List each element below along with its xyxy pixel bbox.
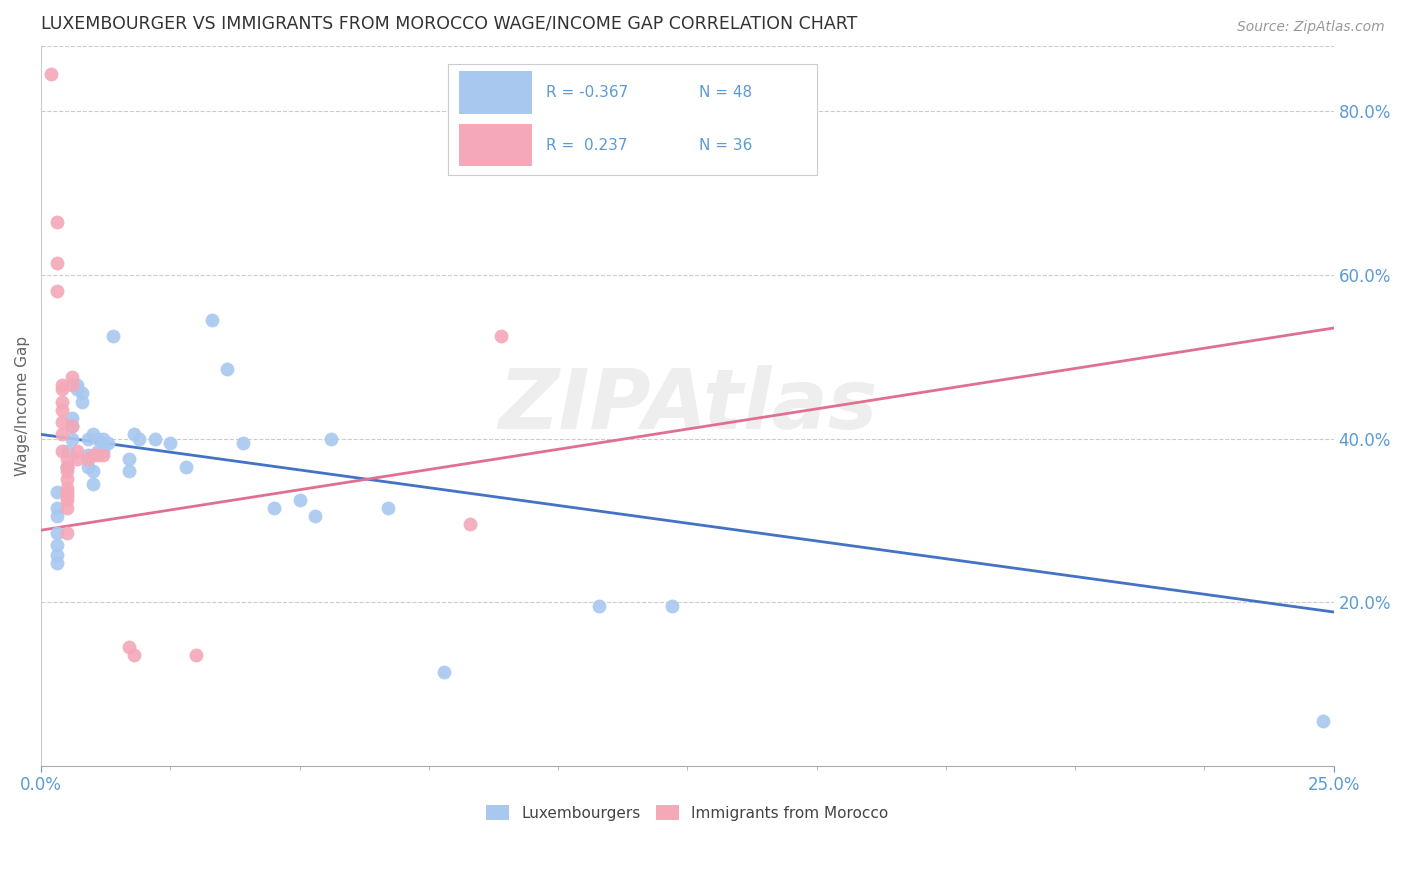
Point bbox=[143, 432, 166, 446]
Point bbox=[45, 509, 67, 524]
Point bbox=[56, 460, 79, 475]
Point bbox=[45, 284, 67, 298]
Text: LUXEMBOURGER VS IMMIGRANTS FROM MOROCCO WAGE/INCOME GAP CORRELATION CHART: LUXEMBOURGER VS IMMIGRANTS FROM MOROCCO … bbox=[41, 15, 858, 33]
Point bbox=[159, 435, 181, 450]
Point bbox=[377, 501, 399, 516]
Point bbox=[56, 452, 79, 467]
Point bbox=[56, 481, 79, 495]
Point bbox=[45, 214, 67, 228]
Point bbox=[45, 538, 67, 552]
Point bbox=[45, 484, 67, 499]
Point bbox=[232, 435, 254, 450]
Point bbox=[76, 432, 98, 446]
Point bbox=[118, 464, 141, 478]
Point bbox=[56, 464, 79, 478]
Point bbox=[288, 492, 311, 507]
Point bbox=[51, 443, 73, 458]
Text: Source: ZipAtlas.com: Source: ZipAtlas.com bbox=[1237, 20, 1385, 34]
Point bbox=[433, 665, 456, 679]
Point bbox=[45, 556, 67, 570]
Point bbox=[82, 476, 104, 491]
Point bbox=[118, 640, 141, 655]
Point bbox=[51, 394, 73, 409]
Point bbox=[60, 419, 83, 434]
Point bbox=[87, 432, 110, 446]
Point bbox=[91, 448, 114, 462]
Point bbox=[122, 648, 145, 663]
Point bbox=[56, 443, 79, 458]
Point bbox=[1312, 714, 1334, 728]
Point bbox=[91, 443, 114, 458]
Point bbox=[174, 460, 197, 475]
Legend: Luxembourgers, Immigrants from Morocco: Luxembourgers, Immigrants from Morocco bbox=[481, 798, 894, 827]
Point bbox=[118, 452, 141, 467]
Point bbox=[45, 548, 67, 562]
Point bbox=[51, 415, 73, 429]
Point bbox=[60, 370, 83, 384]
Point bbox=[56, 492, 79, 507]
Point bbox=[66, 383, 89, 397]
Point bbox=[45, 255, 67, 269]
Point bbox=[51, 427, 73, 442]
Point bbox=[263, 501, 285, 516]
Point bbox=[51, 383, 73, 397]
Y-axis label: Wage/Income Gap: Wage/Income Gap bbox=[15, 335, 30, 475]
Point bbox=[60, 411, 83, 425]
Point bbox=[72, 386, 94, 401]
Point bbox=[45, 501, 67, 516]
Point bbox=[60, 419, 83, 434]
Point bbox=[97, 435, 120, 450]
Point bbox=[66, 378, 89, 392]
Point bbox=[56, 472, 79, 486]
Point bbox=[76, 460, 98, 475]
Point bbox=[304, 509, 326, 524]
Point bbox=[217, 362, 239, 376]
Point bbox=[201, 313, 224, 327]
Point bbox=[186, 648, 208, 663]
Point bbox=[91, 432, 114, 446]
Point bbox=[51, 378, 73, 392]
Point bbox=[56, 460, 79, 475]
Point bbox=[87, 448, 110, 462]
Point bbox=[51, 402, 73, 417]
Point bbox=[66, 443, 89, 458]
Point bbox=[458, 517, 481, 532]
Point bbox=[87, 443, 110, 458]
Point bbox=[661, 599, 683, 614]
Point bbox=[45, 525, 67, 540]
Point bbox=[56, 525, 79, 540]
Point bbox=[56, 460, 79, 475]
Point bbox=[588, 599, 610, 614]
Point bbox=[76, 452, 98, 467]
Point bbox=[72, 394, 94, 409]
Point bbox=[66, 452, 89, 467]
Point bbox=[60, 432, 83, 446]
Point bbox=[319, 432, 342, 446]
Point bbox=[60, 378, 83, 392]
Point bbox=[82, 448, 104, 462]
Point bbox=[128, 432, 150, 446]
Point bbox=[82, 427, 104, 442]
Text: ZIPAtlas: ZIPAtlas bbox=[498, 365, 877, 446]
Point bbox=[76, 448, 98, 462]
Point bbox=[56, 501, 79, 516]
Point bbox=[91, 435, 114, 450]
Point bbox=[41, 67, 63, 81]
Point bbox=[122, 427, 145, 442]
Point bbox=[491, 329, 513, 343]
Point bbox=[56, 484, 79, 499]
Point bbox=[103, 329, 125, 343]
Point bbox=[56, 489, 79, 503]
Point bbox=[82, 464, 104, 478]
